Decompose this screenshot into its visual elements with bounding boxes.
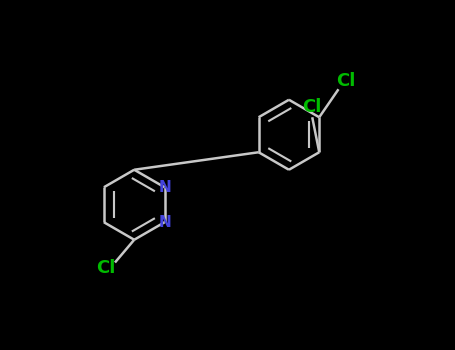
Text: N: N bbox=[158, 180, 171, 195]
Text: Cl: Cl bbox=[336, 71, 355, 90]
Text: Cl: Cl bbox=[96, 259, 116, 277]
Text: Cl: Cl bbox=[303, 98, 322, 116]
Text: N: N bbox=[158, 215, 171, 230]
